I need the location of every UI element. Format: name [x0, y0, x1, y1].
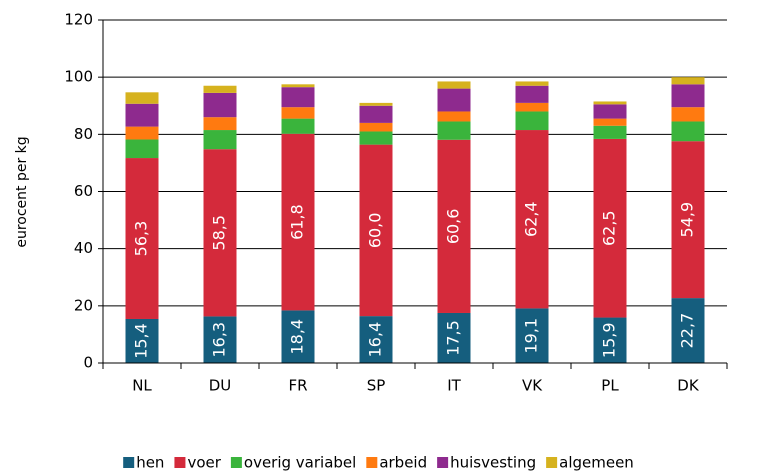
value-label: 58,5: [210, 215, 229, 251]
value-label: 22,7: [678, 313, 697, 349]
x-tick-label: VK: [522, 377, 543, 395]
bar-segment: [281, 118, 315, 134]
x-tick-label: PL: [601, 377, 619, 395]
bar-segment: [359, 316, 393, 363]
value-label: 15,4: [132, 323, 151, 359]
x-tick-label: NL: [132, 377, 152, 395]
y-tick-label: 20: [74, 296, 93, 314]
legend-swatch: [230, 457, 242, 468]
value-label: 60,6: [444, 209, 463, 245]
x-tick-label: DK: [677, 377, 700, 395]
bar-segment: [203, 117, 237, 131]
x-tick-label: FR: [288, 377, 307, 395]
bar-segment: [281, 87, 315, 108]
bar-segment: [671, 121, 705, 142]
value-label: 54,9: [678, 202, 697, 238]
bar-segment: [515, 130, 549, 309]
bar-segment: [671, 84, 705, 108]
legend-label: overig variabel: [244, 454, 356, 472]
legend-label: arbeid: [379, 454, 427, 472]
value-label: 62,4: [522, 201, 541, 237]
bar-segment: [281, 133, 315, 311]
y-tick-label: 60: [74, 182, 93, 200]
bar-segment: [437, 121, 471, 140]
bar-segment: [281, 310, 315, 363]
value-label: 19,1: [522, 318, 541, 354]
bar-segment: [515, 102, 549, 112]
bar-segment: [359, 102, 393, 106]
legend-swatch: [437, 457, 449, 468]
bar-segment: [203, 149, 237, 317]
bar-segment: [125, 126, 159, 140]
y-tick-label: 120: [64, 11, 93, 29]
value-label: 60,0: [366, 213, 385, 249]
legend-label: voer: [187, 454, 221, 472]
bar-segment: [203, 85, 237, 93]
legend-swatch: [123, 457, 135, 468]
bar-segment: [437, 81, 471, 89]
value-label: 61,8: [288, 204, 307, 240]
bar-segment: [281, 107, 315, 119]
bar-segment: [515, 81, 549, 86]
bar-segment: [593, 125, 627, 139]
bar-segment: [671, 141, 705, 299]
bar-segment: [359, 122, 393, 132]
bar-segment: [593, 118, 627, 126]
value-label: 16,4: [366, 322, 385, 358]
bar-segment: [671, 298, 705, 363]
bar-segment: [515, 111, 549, 131]
value-label: 18,4: [288, 319, 307, 355]
bar-segment: [125, 92, 159, 104]
value-label: 17,5: [444, 320, 463, 356]
bar-segment: [125, 139, 159, 159]
legend-label: huisvesting: [450, 454, 536, 472]
legend-label: algemeen: [559, 454, 634, 472]
bar-segment: [125, 158, 159, 319]
bar-segment: [515, 308, 549, 363]
bar-segment: [125, 318, 159, 363]
bar-segment: [203, 130, 237, 150]
bar-segment: [593, 317, 627, 363]
bar-segment: [593, 101, 627, 105]
value-label: 15,9: [600, 322, 619, 358]
y-tick-label: 40: [74, 239, 93, 257]
bar-segment: [593, 138, 627, 318]
bar-segment: [437, 111, 471, 122]
value-label: 56,3: [132, 221, 151, 257]
y-axis-label: eurocent per kg: [14, 136, 30, 247]
bar-segment: [359, 131, 393, 145]
x-tick-label: IT: [447, 377, 461, 395]
value-label: 16,3: [210, 322, 229, 358]
legend-swatch: [366, 457, 378, 468]
legend-swatch: [546, 457, 558, 468]
x-tick-label: SP: [367, 377, 386, 395]
bar-segment: [359, 105, 393, 123]
y-tick-label: 80: [74, 125, 93, 143]
bar-segment: [515, 85, 549, 103]
bar-segment: [281, 84, 315, 88]
bar-segment: [437, 88, 471, 112]
bar-segment: [437, 312, 471, 363]
legend-label: hen: [136, 454, 164, 472]
bar-segment: [203, 316, 237, 363]
y-tick-label: 0: [83, 354, 93, 372]
value-label: 62,5: [600, 210, 619, 246]
bar-segment: [593, 104, 627, 119]
bar-segment: [437, 139, 471, 313]
bar-segment: [359, 144, 393, 317]
x-tick-label: DU: [209, 377, 232, 395]
bar-segment: [125, 103, 159, 127]
bar-segment: [671, 107, 705, 122]
bar-segment: [671, 77, 705, 85]
legend-swatch: [174, 457, 186, 468]
y-tick-label: 100: [64, 68, 93, 86]
bar-segment: [203, 92, 237, 118]
